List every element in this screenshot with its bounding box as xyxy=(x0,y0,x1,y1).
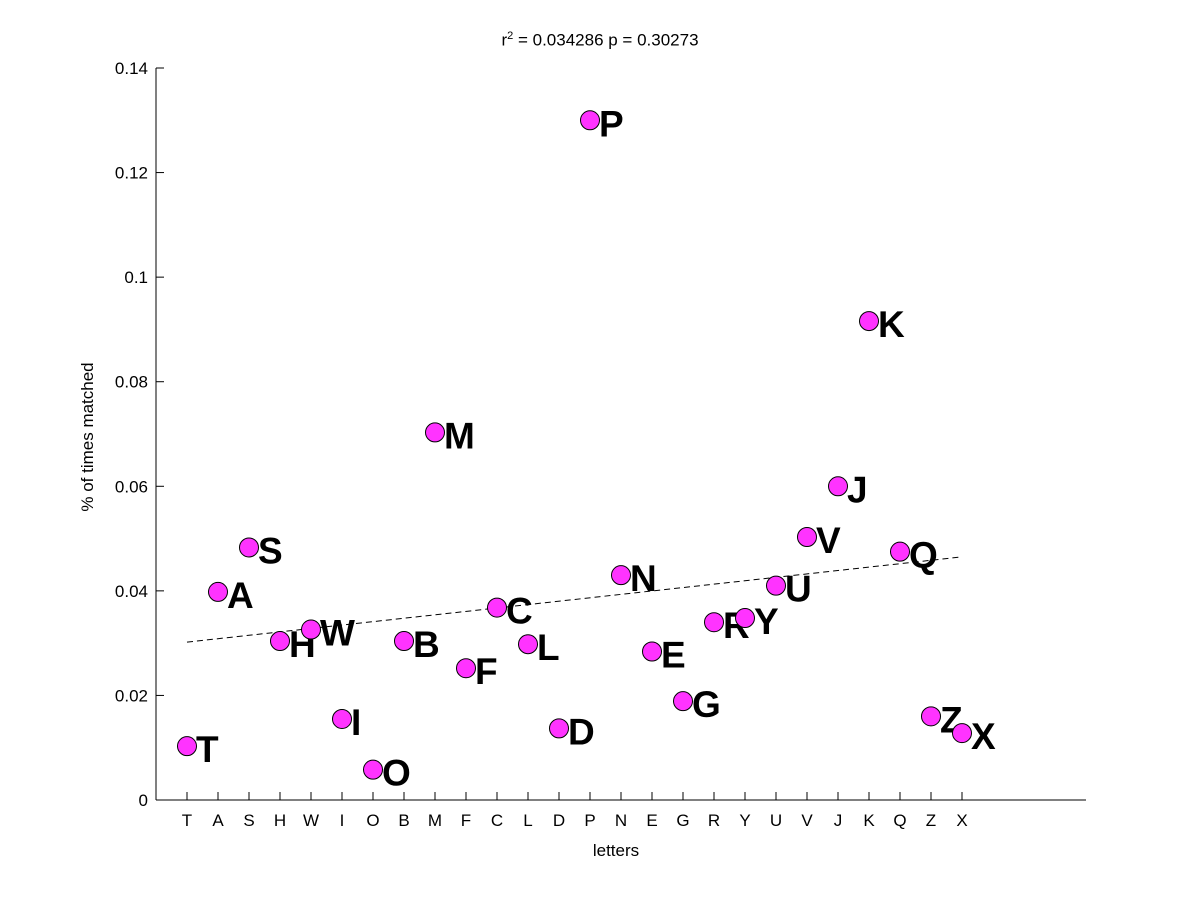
data-point xyxy=(549,718,569,739)
data-point xyxy=(270,631,290,652)
data-point xyxy=(921,706,941,727)
data-point xyxy=(425,422,445,443)
y-axis-label: % of times matched xyxy=(78,362,97,512)
plot-area xyxy=(156,68,1086,800)
data-label: C xyxy=(506,591,533,632)
data-label: L xyxy=(537,627,560,668)
data-label: P xyxy=(599,103,624,144)
data-label: S xyxy=(258,530,283,571)
x-tick-label: R xyxy=(708,811,720,830)
data-point xyxy=(301,619,321,640)
y-tick-label: 0.12 xyxy=(115,164,148,183)
y-tick-label: 0.1 xyxy=(124,268,148,287)
x-tick-label: F xyxy=(461,811,471,830)
data-point xyxy=(363,759,383,780)
data-point xyxy=(518,634,538,655)
data-point xyxy=(642,641,662,662)
data-label: G xyxy=(692,684,721,725)
x-tick-label: K xyxy=(863,811,875,830)
chart-title: r2 = 0.034286 p = 0.30273 xyxy=(501,30,699,50)
x-tick-label: B xyxy=(398,811,409,830)
x-tick-label: V xyxy=(801,811,813,830)
y-tick-label: 0.02 xyxy=(115,686,148,705)
x-axis-label: letters xyxy=(592,841,640,860)
data-label: B xyxy=(413,624,440,665)
x-tick-label: E xyxy=(646,811,657,830)
x-tick-label: O xyxy=(366,811,379,830)
data-point xyxy=(828,476,848,497)
data-point xyxy=(766,575,786,596)
data-point xyxy=(797,527,817,548)
x-tick-label: Q xyxy=(893,811,906,830)
x-tick-label: C xyxy=(491,811,503,830)
data-point xyxy=(394,631,414,652)
data-label: T xyxy=(196,729,219,770)
data-label: A xyxy=(227,575,254,616)
x-tick-label: X xyxy=(956,811,967,830)
x-tick-label: D xyxy=(553,811,565,830)
data-label: J xyxy=(847,469,868,510)
x-tick-label: Z xyxy=(926,811,936,830)
x-tick-label: J xyxy=(834,811,843,830)
data-label: E xyxy=(661,635,686,676)
x-tick-label: M xyxy=(428,811,442,830)
data-label: D xyxy=(568,711,595,752)
data-point xyxy=(611,565,631,586)
x-tick-label: P xyxy=(584,811,595,830)
y-tick-label: 0.06 xyxy=(115,477,148,496)
data-label: Q xyxy=(909,535,938,576)
data-point xyxy=(239,537,259,558)
x-tick-label: A xyxy=(212,811,224,830)
x-tick-label: Y xyxy=(739,811,750,830)
data-label: W xyxy=(320,613,355,654)
data-label: M xyxy=(444,415,475,456)
data-label: O xyxy=(382,753,411,794)
data-label: N xyxy=(630,558,657,599)
data-label: X xyxy=(971,716,996,757)
data-point xyxy=(177,736,197,757)
y-tick-label: 0 xyxy=(139,791,148,810)
x-tick-label: H xyxy=(274,811,286,830)
data-point xyxy=(890,541,910,562)
data-point xyxy=(673,691,693,712)
x-tick-label: I xyxy=(340,811,345,830)
x-tick-label: S xyxy=(243,811,254,830)
data-point xyxy=(208,581,228,602)
data-point xyxy=(456,658,476,679)
data-point xyxy=(704,612,724,633)
data-point xyxy=(952,723,972,744)
data-label: U xyxy=(785,569,812,610)
x-tick-label: W xyxy=(303,811,319,830)
x-tick-label: T xyxy=(182,811,192,830)
x-tick-label: L xyxy=(523,811,532,830)
data-label: I xyxy=(351,702,361,743)
data-label: K xyxy=(878,304,905,345)
data-label: V xyxy=(816,520,841,561)
y-tick-label: 0.04 xyxy=(115,582,148,601)
data-point xyxy=(735,608,755,629)
x-tick-label: N xyxy=(615,811,627,830)
data-point xyxy=(487,597,507,618)
data-label: Y xyxy=(754,601,779,642)
x-tick-label: U xyxy=(770,811,782,830)
data-point xyxy=(580,110,600,131)
x-tick-label: G xyxy=(676,811,689,830)
y-tick-label: 0.14 xyxy=(115,59,148,78)
y-tick-label: 0.08 xyxy=(115,373,148,392)
data-point xyxy=(859,311,879,332)
data-point xyxy=(332,708,352,729)
data-label: F xyxy=(475,651,498,692)
y-ticks: 0 0.02 0.04 0.06 0.08 0.1 0.12 0.14 xyxy=(115,59,164,810)
